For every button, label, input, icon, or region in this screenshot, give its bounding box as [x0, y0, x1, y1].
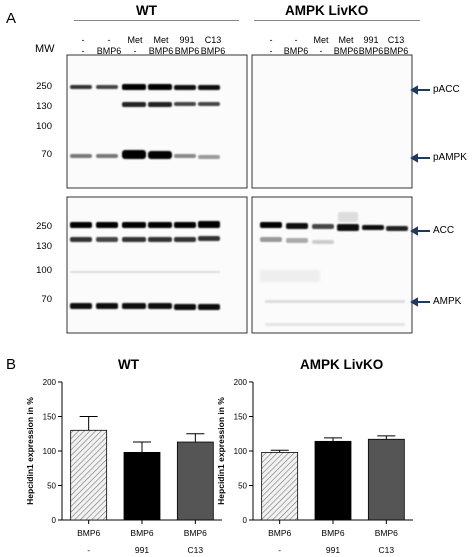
- bar-1-2: [367, 438, 405, 521]
- bar-1-1: [314, 440, 352, 521]
- mw-top-250: 250: [36, 81, 52, 92]
- chart-title-wt: WT: [118, 357, 139, 372]
- mw-top-100: 100: [36, 121, 52, 132]
- mw-title: MW: [35, 43, 55, 55]
- x-label-0-0: BMP6: [77, 528, 100, 538]
- protein-label-pampk: pAMPK: [433, 152, 467, 163]
- lane-label-ko-r1-0: -: [269, 35, 273, 45]
- lane-label-ko-r2-1: BMP6: [283, 46, 309, 56]
- blot-wt-bottom: [66, 196, 248, 334]
- bar-0-0: [70, 429, 108, 521]
- blot-wt-top: [66, 54, 248, 189]
- lane-label-ko-r2-0: -: [269, 46, 273, 56]
- bar-1-0: [261, 451, 299, 521]
- mw-bottom-100: 100: [36, 265, 52, 276]
- group-line-wt: [74, 20, 239, 21]
- mw-bottom-70: 70: [41, 294, 52, 305]
- protein-arrows: [410, 85, 430, 307]
- lane-label-wt-r1-2: Met: [127, 35, 143, 45]
- bar-0-2: [176, 441, 214, 521]
- mw-top-130: 130: [36, 101, 52, 112]
- y-tick-label-1-4: 200: [234, 378, 248, 387]
- protein-label-acc: ACC: [433, 225, 455, 236]
- y-tick-label-0-0: 0: [52, 516, 57, 525]
- lane-label-ko-r1-2: Met: [313, 35, 329, 45]
- x-sublabel-1-0: -: [278, 545, 281, 555]
- y-tick-label-0-4: 200: [43, 378, 57, 387]
- protein-label-ampk: AMPK: [433, 296, 462, 307]
- lane-label-wt-r2-5: BMP6: [200, 46, 226, 56]
- x-label-1-2: BMP6: [375, 528, 398, 538]
- mw-bottom-130: 130: [36, 241, 52, 252]
- mw-top-70: 70: [41, 149, 52, 160]
- chart-title-ko: AMPK LivKO: [300, 357, 384, 372]
- y-tick-label-1-3: 150: [234, 413, 248, 422]
- lane-label-ko-r1-3: Met: [338, 35, 354, 45]
- x-sublabel-1-2: C13: [379, 545, 395, 555]
- lane-label-ko-r2-5: BMP6: [383, 46, 409, 56]
- lane-label-wt-r1-4: 991: [179, 35, 195, 45]
- lane-label-wt-r2-2: -: [133, 46, 137, 56]
- lane-label-ko-r2-4: BMP6: [358, 46, 384, 56]
- group-title-ampk-livko: AMPK LivKO: [285, 3, 369, 18]
- x-label-0-2: BMP6: [184, 528, 207, 538]
- x-sublabel-1-1: 991: [326, 545, 340, 555]
- mw-bottom-250: 250: [36, 221, 52, 232]
- bar-0-1: [123, 451, 161, 521]
- y-tick-label-0-2: 100: [43, 447, 57, 456]
- panel-a-letter: A: [6, 10, 17, 27]
- protein-label-pacc: pACC: [433, 84, 460, 95]
- y-tick-label-0-1: 50: [47, 482, 56, 491]
- y-tick-label-0-3: 150: [43, 413, 57, 422]
- lane-label-wt-r1-5: C13: [204, 35, 222, 45]
- y-axis-label-0: Hepcidin1 expression in %: [25, 397, 35, 505]
- lane-label-wt-r1-1: -: [107, 35, 111, 45]
- lane-label-ko-r1-4: 991: [363, 35, 379, 45]
- lane-label-wt-r2-1: BMP6: [96, 46, 122, 56]
- y-axis-label-1: Hepcidin1 expression in %: [216, 397, 226, 505]
- x-label-0-1: BMP6: [130, 528, 153, 538]
- lane-label-wt-r2-3: BMP6: [148, 46, 174, 56]
- lane-label-ko-r1-1: -: [294, 35, 298, 45]
- blot-ko-bottom: [251, 196, 413, 334]
- group-line-ampk: [254, 20, 420, 21]
- x-label-1-0: BMP6: [268, 528, 291, 538]
- panel-b-letter: B: [6, 356, 17, 373]
- y-tick-label-1-1: 50: [238, 482, 247, 491]
- blot-ko-top: [251, 54, 413, 189]
- x-label-1-1: BMP6: [321, 528, 344, 538]
- y-tick-label-1-0: 0: [243, 516, 248, 525]
- lane-label-ko-r2-3: BMP6: [333, 46, 359, 56]
- y-tick-label-1-2: 100: [234, 447, 248, 456]
- x-sublabel-0-0: -: [87, 545, 90, 555]
- lane-label-ko-r2-2: -: [319, 46, 323, 56]
- group-title-wt: WT: [136, 3, 157, 18]
- lane-label-wt-r2-0: -: [81, 46, 85, 56]
- x-sublabel-0-2: C13: [188, 545, 204, 555]
- lane-label-wt-r1-0: -: [81, 35, 85, 45]
- lane-label-wt-r1-3: Met: [153, 35, 169, 45]
- lane-label-ko-r1-5: C13: [387, 35, 405, 45]
- lane-label-wt-r2-4: BMP6: [174, 46, 200, 56]
- x-sublabel-0-1: 991: [135, 545, 149, 555]
